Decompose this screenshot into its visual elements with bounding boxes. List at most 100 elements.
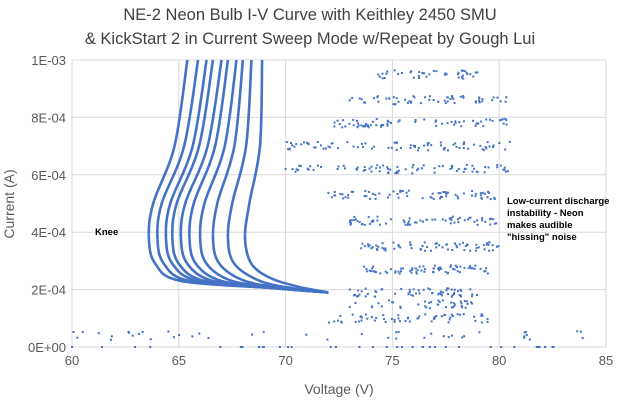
- scatter-point: [462, 147, 465, 150]
- scatter-point: [457, 71, 460, 74]
- scatter-point: [338, 123, 341, 126]
- scatter-point: [198, 332, 201, 335]
- scatter-point: [423, 270, 426, 273]
- scatter-point: [109, 338, 112, 341]
- scatter-point: [498, 141, 501, 144]
- scatter-point: [471, 295, 474, 298]
- scatter-point: [316, 141, 319, 144]
- scatter-point: [362, 265, 365, 268]
- scatter-point: [482, 149, 485, 152]
- x-axis-label: Voltage (V): [304, 381, 373, 397]
- scatter-point: [470, 301, 473, 304]
- scatter-point: [364, 142, 367, 145]
- scatter-point: [172, 336, 175, 339]
- scatter-point: [408, 290, 411, 293]
- scatter-point: [378, 223, 381, 226]
- scatter-point: [506, 170, 509, 173]
- scatter-point: [455, 244, 458, 247]
- scatter-point: [487, 166, 490, 169]
- scatter-point: [361, 145, 364, 148]
- scatter-point: [409, 269, 412, 272]
- scatter-point: [398, 320, 401, 323]
- scatter-point: [485, 118, 488, 121]
- scatter-point: [432, 197, 435, 200]
- scatter-point: [364, 313, 367, 316]
- scatter-point: [149, 346, 152, 348]
- scatter-point: [375, 124, 378, 127]
- scatter-point: [481, 100, 484, 103]
- scatter-point: [262, 331, 265, 334]
- scatter-point: [426, 246, 429, 249]
- scatter-point: [371, 306, 374, 309]
- scatter-point: [386, 124, 389, 127]
- scatter-point: [432, 99, 435, 102]
- scatter-point: [375, 316, 378, 319]
- y-tick-label: 8E-04: [31, 110, 66, 125]
- scatter-point: [392, 96, 395, 99]
- y-tick-label: 6E-04: [31, 168, 66, 183]
- scatter-point: [462, 143, 465, 146]
- scatter-point: [251, 333, 254, 336]
- scatter-point: [444, 313, 447, 316]
- scatter-point: [330, 196, 333, 199]
- scatter-point: [454, 193, 457, 196]
- scatter-point: [447, 335, 450, 338]
- scatter-point: [475, 122, 478, 125]
- scatter-point: [369, 197, 372, 200]
- scatter-point: [457, 221, 460, 224]
- scatter-point: [360, 290, 363, 293]
- scatter-point: [413, 146, 416, 149]
- scatter-point: [373, 319, 376, 322]
- scatter-point: [469, 216, 472, 219]
- scatter-point: [412, 144, 415, 147]
- scatter-point: [421, 245, 424, 248]
- scatter-point: [409, 241, 412, 244]
- scatter-point: [430, 301, 433, 304]
- scatter-point: [482, 125, 485, 128]
- scatter-point: [462, 77, 465, 80]
- scatter-point: [383, 318, 386, 321]
- scatter-point: [364, 189, 367, 192]
- scatter-point: [384, 249, 387, 252]
- scatter-point: [307, 143, 310, 146]
- scatter-point: [461, 74, 464, 77]
- scatter-point: [416, 317, 419, 320]
- scatter-point: [320, 166, 323, 169]
- scatter-point: [528, 338, 531, 341]
- scatter-point: [385, 222, 388, 225]
- scatter-point: [429, 196, 432, 199]
- scatter-point: [371, 120, 374, 123]
- scatter-point: [408, 220, 411, 223]
- scatter-point: [348, 99, 351, 102]
- scatter-point: [354, 218, 357, 221]
- scatter-point: [381, 246, 384, 249]
- scatter-point: [364, 287, 367, 290]
- scatter-point: [454, 303, 457, 306]
- scatter-point: [448, 217, 451, 220]
- scatter-point: [302, 141, 305, 144]
- scatter-point: [478, 101, 481, 104]
- scatter-point: [378, 170, 381, 173]
- scatter-point: [409, 144, 412, 147]
- scatter-point: [576, 330, 579, 333]
- scatter-point: [358, 320, 361, 323]
- scatter-point: [339, 314, 342, 317]
- scatter-point: [382, 164, 385, 167]
- scatter-point: [403, 221, 406, 224]
- scatter-point: [474, 100, 477, 103]
- scatter-point: [446, 191, 449, 194]
- scatter-point: [261, 346, 264, 348]
- scatter-point: [473, 267, 476, 270]
- scatter-point: [462, 120, 465, 123]
- scatter-point: [428, 73, 431, 76]
- scatter-point: [428, 301, 431, 304]
- scatter-point: [440, 195, 443, 198]
- scatter-point: [368, 244, 371, 247]
- scatter-point: [433, 167, 436, 170]
- scatter-point: [358, 293, 361, 296]
- scatter-point: [409, 223, 412, 226]
- scatter-point: [406, 317, 409, 320]
- scatter-point: [413, 96, 416, 99]
- scatter-point: [370, 270, 373, 273]
- scatter-point: [502, 168, 505, 171]
